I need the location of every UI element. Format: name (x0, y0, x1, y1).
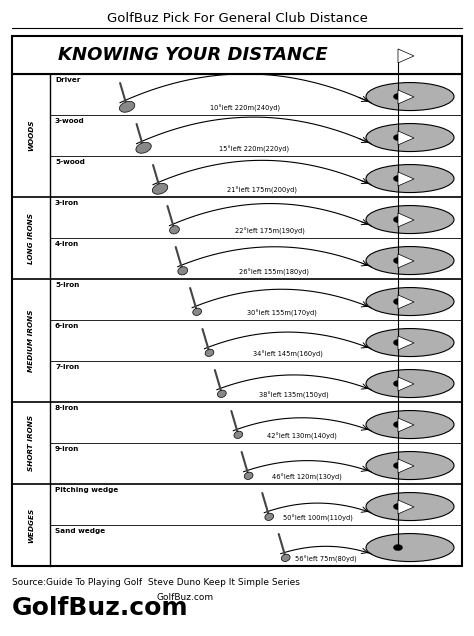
Text: 30°left 155m(170yd): 30°left 155m(170yd) (246, 310, 317, 317)
Ellipse shape (393, 504, 402, 509)
Ellipse shape (393, 462, 402, 469)
Ellipse shape (393, 340, 402, 345)
Text: 8-iron: 8-iron (55, 405, 79, 411)
Ellipse shape (170, 226, 179, 234)
Ellipse shape (393, 135, 402, 141)
Text: 3-wood: 3-wood (55, 118, 85, 124)
Text: 21°left 175m(200yd): 21°left 175m(200yd) (227, 187, 297, 194)
Text: 6-iron: 6-iron (55, 323, 79, 329)
Text: Driver: Driver (55, 77, 81, 83)
Text: 26°left 155m(180yd): 26°left 155m(180yd) (239, 268, 310, 276)
Ellipse shape (178, 266, 188, 275)
Polygon shape (398, 295, 414, 309)
Ellipse shape (366, 329, 454, 357)
Text: Source:Guide To Playing Golf  Steve Duno Keep It Simple Series: Source:Guide To Playing Golf Steve Duno … (12, 578, 300, 587)
Text: 46°left 120m(130yd): 46°left 120m(130yd) (273, 474, 342, 481)
Polygon shape (398, 131, 414, 145)
Polygon shape (398, 213, 414, 227)
Text: 7-iron: 7-iron (55, 364, 79, 370)
Text: 50°left 100m(110yd): 50°left 100m(110yd) (283, 515, 353, 522)
Ellipse shape (152, 183, 168, 194)
Ellipse shape (366, 247, 454, 275)
Text: 5-wood: 5-wood (55, 159, 85, 165)
Polygon shape (398, 459, 414, 473)
Polygon shape (398, 254, 414, 268)
Polygon shape (398, 418, 414, 432)
Text: GolfBuz.com: GolfBuz.com (157, 593, 214, 602)
Ellipse shape (366, 287, 454, 315)
Ellipse shape (393, 422, 402, 427)
Text: SHORT IRONS: SHORT IRONS (28, 415, 34, 471)
Text: 10°left 220m(240yd): 10°left 220m(240yd) (210, 105, 281, 112)
Text: 42°left 130m(140yd): 42°left 130m(140yd) (267, 432, 337, 440)
Polygon shape (398, 336, 414, 350)
Text: Pitching wedge: Pitching wedge (55, 487, 118, 493)
Ellipse shape (366, 83, 454, 111)
Ellipse shape (218, 390, 226, 398)
Polygon shape (398, 49, 414, 63)
Text: WOODS: WOODS (28, 120, 34, 151)
Text: GolfBuz Pick For General Club Distance: GolfBuz Pick For General Club Distance (107, 11, 367, 25)
Text: 22°left 175m(190yd): 22°left 175m(190yd) (235, 228, 305, 235)
Ellipse shape (366, 123, 454, 151)
Text: 5-iron: 5-iron (55, 282, 79, 288)
Ellipse shape (282, 554, 290, 562)
Text: 56°left 75m(80yd): 56°left 75m(80yd) (295, 556, 357, 563)
Polygon shape (398, 500, 414, 514)
Ellipse shape (234, 431, 243, 438)
Ellipse shape (244, 472, 253, 480)
Text: KNOWING YOUR DISTANCE: KNOWING YOUR DISTANCE (58, 46, 328, 64)
Text: 34°left 145m(160yd): 34°left 145m(160yd) (253, 350, 323, 358)
Ellipse shape (366, 411, 454, 439)
Bar (12, 74, 462, 566)
Ellipse shape (393, 216, 402, 223)
Ellipse shape (393, 176, 402, 181)
Ellipse shape (393, 258, 402, 263)
Text: 4-iron: 4-iron (55, 241, 79, 247)
Text: MEDIUM IRONS: MEDIUM IRONS (28, 309, 34, 372)
Ellipse shape (366, 534, 454, 562)
Text: LONG IRONS: LONG IRONS (28, 212, 34, 263)
Ellipse shape (366, 370, 454, 398)
Bar (12, 36, 462, 74)
Ellipse shape (393, 298, 402, 305)
Ellipse shape (193, 308, 201, 315)
Ellipse shape (119, 101, 135, 112)
Ellipse shape (366, 492, 454, 520)
Ellipse shape (366, 205, 454, 233)
Ellipse shape (393, 93, 402, 100)
Polygon shape (398, 172, 414, 186)
Ellipse shape (205, 349, 214, 356)
Ellipse shape (265, 513, 273, 520)
Text: Sand wedge: Sand wedge (55, 528, 105, 534)
Ellipse shape (136, 142, 151, 153)
Text: 15°left 220m(220yd): 15°left 220m(220yd) (219, 146, 289, 153)
Ellipse shape (393, 544, 402, 551)
Polygon shape (398, 377, 414, 391)
Text: WEDGES: WEDGES (28, 508, 34, 543)
Text: 9-iron: 9-iron (55, 446, 79, 452)
Text: 3-iron: 3-iron (55, 200, 79, 206)
Text: GolfBuz.com: GolfBuz.com (12, 596, 189, 620)
Text: 38°left 135m(150yd): 38°left 135m(150yd) (259, 392, 329, 399)
Ellipse shape (366, 165, 454, 193)
Polygon shape (398, 90, 414, 104)
Ellipse shape (393, 380, 402, 387)
Ellipse shape (366, 452, 454, 480)
